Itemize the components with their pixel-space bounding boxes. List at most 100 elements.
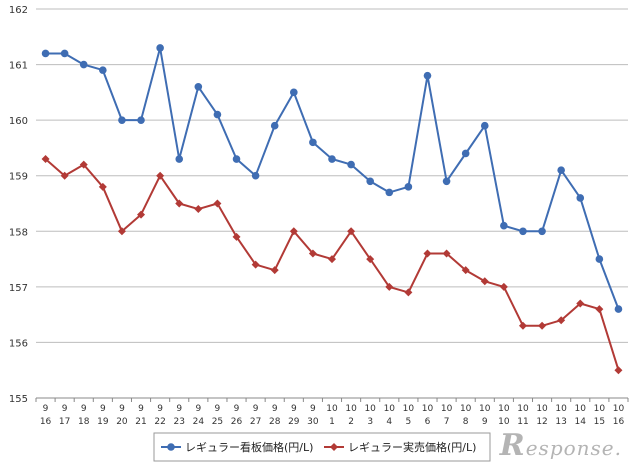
- x-tick-month: 9: [81, 404, 87, 414]
- x-tick-day: 9: [482, 417, 488, 427]
- data-point: [614, 305, 623, 313]
- y-tick-label: 160: [9, 116, 28, 127]
- data-point: [290, 88, 298, 97]
- data-point: [557, 316, 566, 325]
- data-point: [538, 227, 546, 236]
- response-watermark: Response.: [500, 428, 622, 463]
- data-point: [385, 282, 394, 291]
- x-tick-month: 9: [215, 404, 221, 414]
- x-tick-month: 9: [291, 404, 297, 414]
- y-tick-label: 156: [9, 338, 28, 349]
- data-point: [60, 49, 69, 58]
- series-line-2: [44, 158, 620, 371]
- data-point: [595, 255, 604, 263]
- y-tick-label: 158: [9, 227, 28, 238]
- y-tick-label: 159: [9, 172, 28, 183]
- data-point: [595, 305, 604, 314]
- x-tick-day: 20: [116, 417, 128, 427]
- x-tick-day: 2: [348, 417, 354, 427]
- x-tick-day: 22: [154, 417, 165, 427]
- x-tick-day: 6: [425, 417, 431, 427]
- x-tick-day: 18: [78, 417, 90, 427]
- x-tick-month: 9: [176, 404, 182, 414]
- data-point: [232, 232, 241, 241]
- data-point: [614, 366, 623, 375]
- x-tick-month: 10: [422, 404, 434, 414]
- data-point: [251, 171, 260, 180]
- x-tick-day: 21: [135, 417, 146, 427]
- data-point: [576, 194, 585, 202]
- x-tick-month: 9: [195, 404, 201, 414]
- data-point: [251, 260, 260, 269]
- data-point: [366, 255, 375, 264]
- data-point: [156, 44, 164, 52]
- x-tick-day: 19: [97, 417, 109, 427]
- x-tick-day: 15: [594, 417, 605, 427]
- x-tick-month: 10: [594, 404, 606, 414]
- x-tick-day: 16: [613, 417, 625, 427]
- data-point: [270, 121, 279, 130]
- data-point: [461, 266, 470, 275]
- x-tick-month: 10: [498, 404, 510, 414]
- data-point: [538, 321, 547, 330]
- legend: レギュラー看板価格(円/L) レギュラー実売価格(円/L): [153, 432, 491, 462]
- data-point: [347, 227, 356, 236]
- data-point: [41, 49, 50, 58]
- x-tick-day: 30: [307, 417, 319, 427]
- x-tick-month: 9: [100, 404, 106, 414]
- x-tick-day: 17: [59, 417, 70, 427]
- data-point: [194, 83, 203, 91]
- data-point: [175, 155, 184, 163]
- x-tick-day: 7: [444, 417, 450, 427]
- data-point: [232, 155, 241, 163]
- data-point: [366, 177, 374, 186]
- data-point: [404, 288, 413, 297]
- legend-box: [153, 432, 491, 462]
- data-point: [404, 183, 413, 191]
- x-tick-day: 14: [575, 417, 587, 427]
- watermark-rest: esponse.: [525, 436, 622, 460]
- x-axis-ticks: 9169179189199209219229239249259269279289…: [40, 404, 625, 427]
- data-point: [213, 199, 222, 208]
- x-tick-day: 28: [269, 417, 281, 427]
- x-tick-month: 10: [575, 404, 587, 414]
- series-group: [41, 44, 623, 375]
- data-point: [576, 299, 585, 308]
- y-tick-label: 161: [9, 61, 28, 72]
- x-tick-day: 10: [498, 417, 510, 427]
- x-tick-month: 9: [138, 404, 144, 414]
- data-point: [137, 210, 146, 219]
- x-tick-day: 16: [40, 417, 52, 427]
- data-point: [499, 282, 508, 291]
- data-point: [309, 138, 317, 147]
- x-tick-month: 10: [613, 404, 625, 414]
- data-point: [289, 227, 298, 236]
- data-point: [328, 155, 336, 163]
- x-tick-day: 25: [212, 417, 223, 427]
- data-point: [175, 199, 184, 208]
- data-point: [79, 60, 88, 69]
- x-tick-month: 9: [157, 404, 163, 414]
- x-tick-month: 10: [479, 404, 491, 414]
- x-tick-day: 27: [250, 417, 261, 427]
- data-point: [423, 249, 432, 258]
- legend-marker: [167, 443, 175, 451]
- data-point: [194, 205, 203, 214]
- y-tick-label: 157: [9, 283, 28, 294]
- x-tick-month: 10: [403, 404, 415, 414]
- x-tick-month: 9: [62, 404, 68, 414]
- series-line-1: [45, 46, 620, 310]
- x-tick-month: 10: [364, 404, 376, 414]
- data-point: [461, 149, 470, 158]
- watermark-initial: R: [499, 428, 526, 463]
- data-point: [442, 177, 451, 186]
- x-tick-month: 9: [253, 404, 259, 414]
- x-tick-day: 3: [367, 417, 373, 427]
- data-point: [347, 160, 355, 169]
- x-tick-month: 10: [555, 404, 567, 414]
- data-point: [118, 116, 126, 124]
- grid-lines: [35, 8, 629, 402]
- data-point: [480, 277, 489, 286]
- x-tick-day: 29: [288, 417, 300, 427]
- data-point: [79, 160, 88, 169]
